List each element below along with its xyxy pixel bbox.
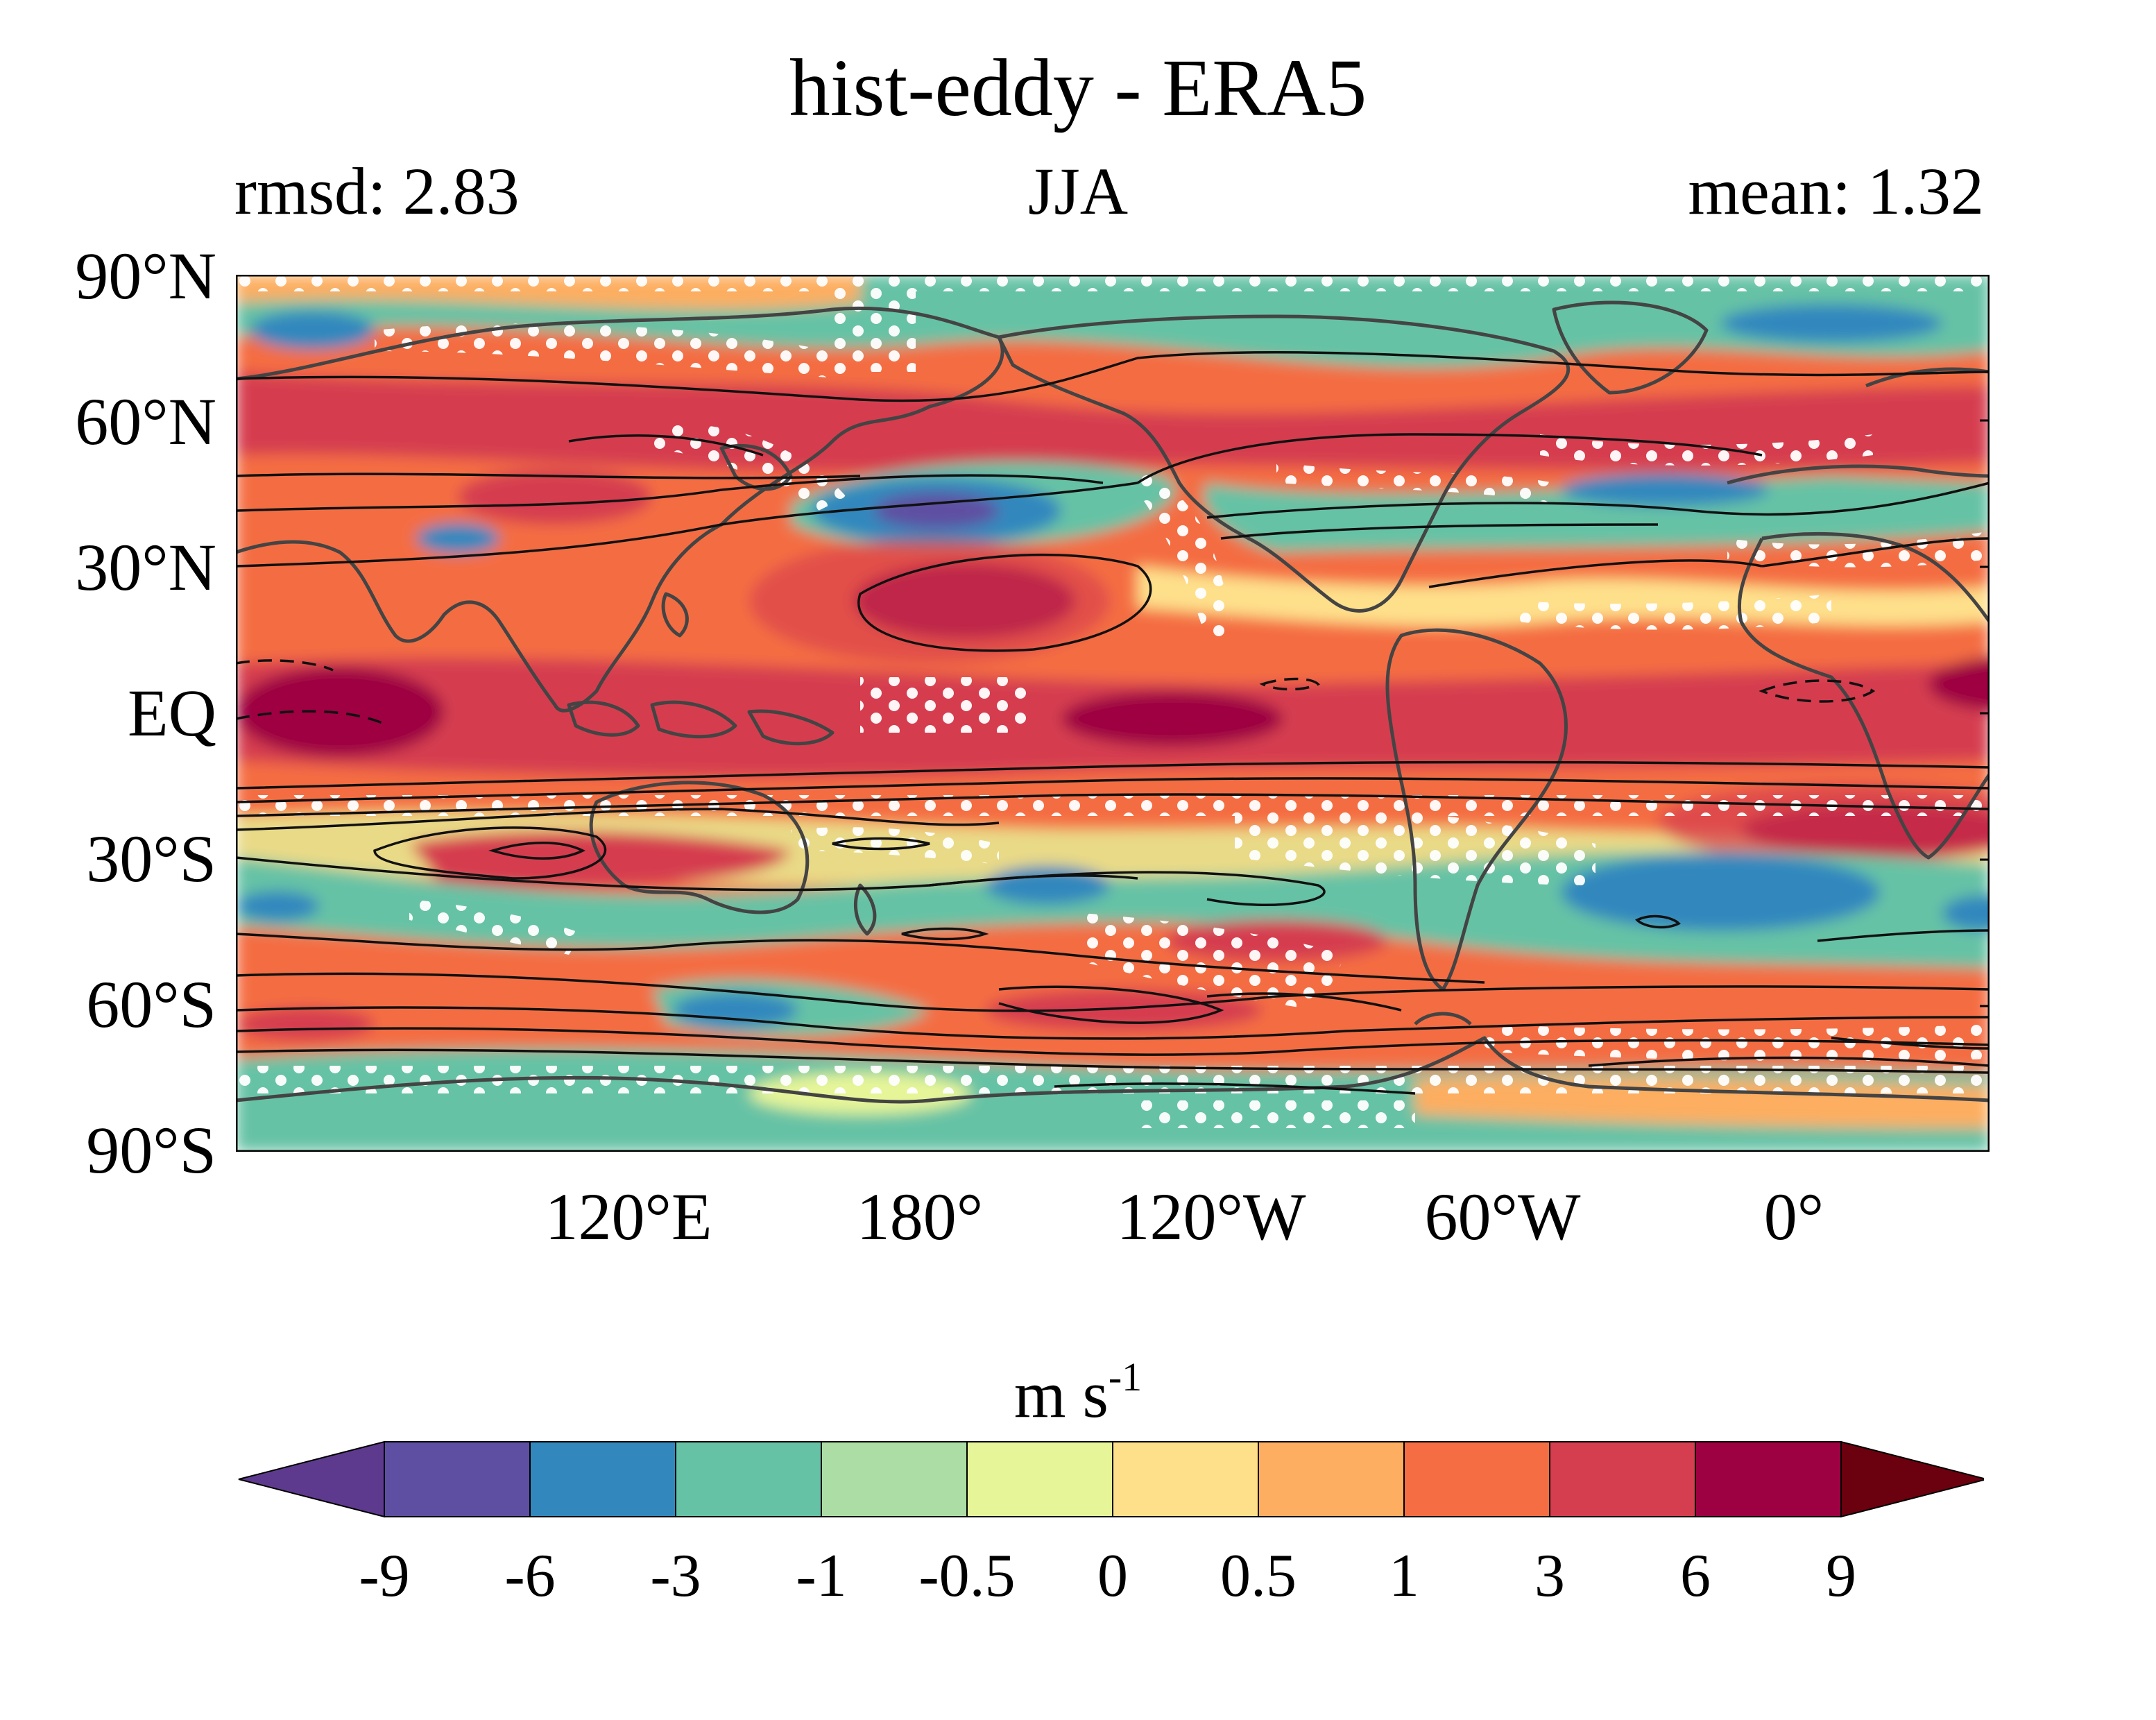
colorbar-swatch xyxy=(529,1441,676,1517)
colorbar-tick-label: 6 xyxy=(1680,1542,1711,1610)
colorbar-tick-label: 1 xyxy=(1389,1542,1419,1610)
units-exponent: -1 xyxy=(1108,1354,1143,1399)
colorbar-swatch xyxy=(1403,1441,1550,1517)
contours xyxy=(236,350,1990,1095)
colorbar-swatch xyxy=(1549,1441,1696,1517)
rmsd-label: rmsd: 2.83 xyxy=(234,154,520,228)
colorbar-tick-label: 9 xyxy=(1826,1542,1856,1610)
colorbar-swatch xyxy=(966,1441,1113,1517)
colorbar-swatch xyxy=(1258,1441,1405,1517)
colorbar-tick-label: -0.5 xyxy=(918,1542,1016,1610)
lon-label-120w: 120°W xyxy=(1116,1180,1306,1254)
colorbar-swatch xyxy=(675,1441,822,1517)
colorbar-tick-label: 3 xyxy=(1534,1542,1565,1610)
colorbar-tick-label: -9 xyxy=(359,1542,410,1610)
colorbar-over-extend xyxy=(1840,1440,1984,1518)
significance-stippling xyxy=(236,275,1990,1128)
lat-label-60n: 60°N xyxy=(75,384,216,459)
map-title: hist-eddy - ERA5 xyxy=(789,42,1367,133)
lat-label-90s: 90°S xyxy=(86,1113,216,1187)
lat-label-60s: 60°S xyxy=(86,967,216,1041)
colorbar xyxy=(238,1440,1984,1518)
lat-label-30s: 30°S xyxy=(86,821,216,896)
lat-label-30n: 30°N xyxy=(75,530,216,604)
coastlines xyxy=(236,300,1990,1104)
lon-label-120e: 120°E xyxy=(545,1180,712,1254)
colorbar-swatch xyxy=(1695,1441,1842,1517)
season-label: JJA xyxy=(1027,154,1129,228)
map-ticks xyxy=(1980,419,1990,1007)
units-base: m s xyxy=(1013,1357,1109,1431)
lon-label-0: 0° xyxy=(1763,1180,1824,1254)
lon-label-60w: 60°W xyxy=(1424,1180,1581,1254)
colorbar-units: m s-1 xyxy=(0,1357,2156,1428)
colorbar-tick-label: 0.5 xyxy=(1220,1542,1297,1610)
anomaly-map xyxy=(236,275,1990,1152)
lat-label-eq: EQ xyxy=(128,676,216,750)
colorbar-tick-label: -6 xyxy=(504,1542,556,1610)
lon-label-180: 180° xyxy=(856,1180,984,1254)
colorbar-under-extend xyxy=(238,1440,385,1518)
mean-label: mean: 1.32 xyxy=(1688,154,1984,228)
colorbar-tick-label: -1 xyxy=(796,1542,847,1610)
colorbar-swatch xyxy=(1112,1441,1259,1517)
lat-label-90n: 90°N xyxy=(75,239,216,313)
colorbar-swatch xyxy=(384,1441,531,1517)
colorbar-tick-label: 0 xyxy=(1097,1542,1128,1610)
colorbar-tick-label: -3 xyxy=(650,1542,701,1610)
colorbar-swatch xyxy=(821,1441,968,1517)
